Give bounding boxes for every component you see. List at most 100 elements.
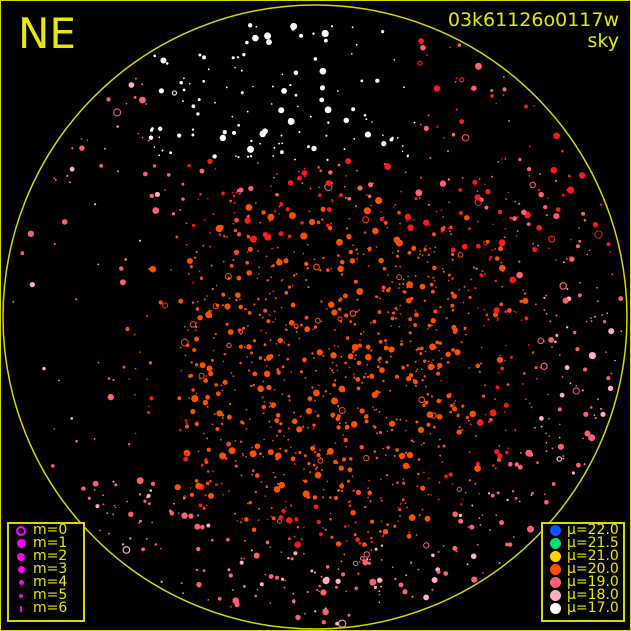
- star-marker: [514, 200, 517, 203]
- star-marker: [601, 314, 603, 316]
- star-marker: [408, 514, 416, 521]
- star-marker: [148, 135, 154, 140]
- star-marker: [205, 375, 208, 377]
- star-marker: [518, 202, 521, 205]
- star-marker: [353, 373, 355, 376]
- star-marker: [439, 438, 441, 441]
- star-marker: [304, 261, 309, 267]
- star-marker: [528, 175, 531, 177]
- star-marker: [386, 523, 389, 526]
- star-marker: [404, 171, 407, 174]
- star-marker: [319, 67, 327, 75]
- star-marker: [146, 315, 149, 317]
- star-marker: [469, 410, 476, 418]
- star-marker: [339, 319, 343, 323]
- star-marker: [364, 131, 371, 138]
- star-marker: [489, 529, 491, 531]
- star-marker: [247, 155, 250, 158]
- star-marker: [239, 298, 241, 301]
- star-marker: [148, 502, 151, 505]
- star-marker: [173, 502, 175, 505]
- star-marker: [256, 277, 259, 280]
- star-marker: [376, 432, 378, 435]
- star-marker: [227, 277, 231, 280]
- star-marker: [398, 325, 401, 328]
- star-marker: [183, 497, 186, 500]
- star-marker: [431, 577, 438, 583]
- star-marker: [257, 385, 264, 393]
- star-marker: [484, 183, 486, 186]
- star-marker: [270, 402, 277, 408]
- star-marker: [313, 463, 316, 466]
- star-marker: [379, 391, 381, 394]
- star-marker: [524, 316, 529, 321]
- star-marker: [353, 376, 356, 379]
- star-marker: [380, 520, 383, 522]
- brightness-label: μ=20.0: [567, 561, 619, 577]
- star-marker: [513, 310, 515, 313]
- star-marker: [498, 561, 501, 565]
- star-marker: [426, 392, 430, 396]
- star-marker: [327, 121, 330, 124]
- star-marker: [171, 90, 177, 96]
- star-marker: [355, 44, 358, 46]
- star-marker: [203, 219, 206, 222]
- star-marker: [259, 221, 262, 224]
- star-marker: [590, 320, 593, 322]
- star-marker: [240, 420, 244, 424]
- star-marker: [519, 299, 523, 303]
- star-marker: [464, 215, 470, 221]
- star-marker: [202, 399, 209, 406]
- star-marker: [489, 418, 493, 422]
- star-marker: [160, 57, 167, 64]
- star-marker: [330, 267, 333, 270]
- star-marker: [417, 472, 420, 476]
- star-marker: [245, 428, 248, 430]
- star-marker: [491, 175, 493, 178]
- star-marker: [260, 329, 263, 332]
- star-marker: [199, 192, 202, 196]
- star-marker: [475, 243, 481, 249]
- star-marker: [125, 102, 128, 105]
- star-marker: [317, 166, 320, 169]
- star-marker: [457, 43, 461, 47]
- star-marker: [228, 447, 236, 455]
- star-marker: [224, 457, 228, 460]
- star-marker: [545, 442, 548, 444]
- star-marker: [53, 177, 55, 179]
- star-marker: [223, 235, 226, 238]
- star-marker: [273, 486, 281, 493]
- star-marker: [177, 396, 182, 401]
- star-marker: [258, 356, 263, 360]
- star-marker: [293, 551, 298, 556]
- star-marker: [149, 265, 157, 273]
- star-marker: [455, 108, 458, 111]
- star-marker: [27, 230, 34, 237]
- star-marker: [184, 453, 188, 456]
- star-marker: [506, 498, 509, 502]
- star-marker: [456, 429, 462, 435]
- star-marker: [313, 571, 316, 574]
- star-marker: [547, 393, 549, 396]
- star-marker: [283, 435, 285, 437]
- star-marker: [459, 119, 465, 125]
- star-marker: [309, 115, 312, 118]
- star-marker: [322, 354, 325, 357]
- star-marker: [415, 534, 418, 536]
- star-marker: [522, 372, 526, 375]
- star-marker: [138, 493, 141, 496]
- star-marker: [471, 553, 477, 559]
- star-marker: [569, 382, 572, 385]
- star-marker: [321, 30, 329, 37]
- star-marker: [287, 180, 294, 186]
- star-marker: [222, 494, 225, 496]
- star-marker: [296, 426, 303, 433]
- star-marker: [328, 225, 333, 231]
- star-marker: [298, 131, 301, 134]
- star-marker: [579, 281, 581, 284]
- star-marker: [477, 220, 479, 223]
- star-marker: [398, 283, 401, 286]
- star-marker: [423, 594, 429, 601]
- star-marker: [440, 209, 443, 212]
- star-marker: [584, 430, 591, 437]
